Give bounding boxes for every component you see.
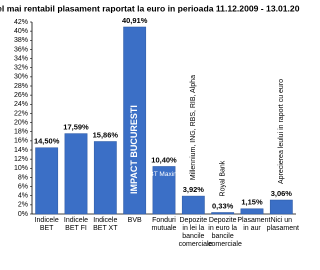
bar (93, 141, 117, 215)
y-tick-label: 38% (14, 37, 28, 44)
bar (181, 195, 205, 215)
bar-annotation: Aprecierea leului in raport cu euro (278, 79, 285, 184)
x-tick-label: Fonduri mutuale (151, 217, 177, 232)
y-tick-label: 32% (14, 65, 28, 72)
bar-annotation: IMPACT BUCURESTI (129, 105, 139, 194)
y-tick-label: 18% (14, 129, 28, 136)
bar (123, 26, 147, 215)
bar (35, 147, 59, 215)
y-tick-label: 28% (14, 83, 28, 90)
y-tick-label: 42% (14, 19, 28, 26)
y-tick-label: 22% (14, 110, 28, 117)
x-tick-label: Depozite in lei la bancile comerciale (178, 217, 213, 248)
y-tick-label: 20% (14, 119, 28, 126)
bar (269, 199, 293, 215)
y-tick-label: 16% (14, 138, 28, 145)
value-label: 10,40% (151, 155, 177, 164)
bar-annotation: BT Maxim (149, 171, 178, 178)
bar-annotation: Royal Bank (220, 160, 227, 196)
chart: Cel mai rentabil plasament raportat la e… (0, 3, 300, 218)
bar-annotation: Millennium, ING, RBS, RIB, Alpha (190, 75, 197, 180)
x-tick-label: Indicele BET (34, 217, 59, 232)
y-tick-label: 0% (18, 211, 28, 218)
value-label: 0,33% (212, 201, 234, 210)
y-tick-label: 30% (14, 74, 28, 81)
x-tick-label: Depozite in euro la bancile comerciale (208, 217, 242, 248)
x-tick-label: Plasament in aur (237, 217, 271, 232)
y-tick-label: 10% (14, 165, 28, 172)
x-tick-label: Indicele BET XT (93, 217, 118, 232)
value-label: 15,86% (93, 130, 119, 139)
y-tick-label: 14% (14, 147, 28, 154)
value-label: 3,06% (271, 189, 293, 198)
x-tick-label: Nici un plasament (266, 217, 299, 232)
y-tick-label: 40% (14, 28, 28, 35)
value-label: 14,50% (34, 137, 60, 146)
y-tick-label: 24% (14, 101, 28, 108)
bar (152, 166, 176, 215)
value-label: 3,92% (183, 185, 205, 194)
y-tick-label: 4% (18, 193, 28, 200)
bar (211, 212, 235, 215)
bar (240, 208, 264, 215)
value-label: 1,15% (241, 198, 263, 207)
y-tick-label: 34% (14, 55, 28, 62)
x-tick-label: BVB (127, 217, 142, 224)
y-tick-label: 2% (18, 202, 28, 209)
value-label: 40,91% (122, 16, 148, 25)
page: Cel mai rentabil plasament raportat la e… (0, 3, 300, 248)
y-tick-label: 12% (14, 156, 28, 163)
y-tick-label: 8% (18, 174, 28, 181)
bar (64, 133, 88, 215)
y-tick-label: 26% (14, 92, 28, 99)
value-label: 17,59% (63, 123, 89, 132)
y-tick-label: 36% (14, 46, 28, 53)
chart-title: Cel mai rentabil plasament raportat la e… (0, 3, 300, 13)
y-tick-label: 6% (18, 183, 28, 190)
x-tick-label: Indicele BET FI (63, 217, 89, 232)
